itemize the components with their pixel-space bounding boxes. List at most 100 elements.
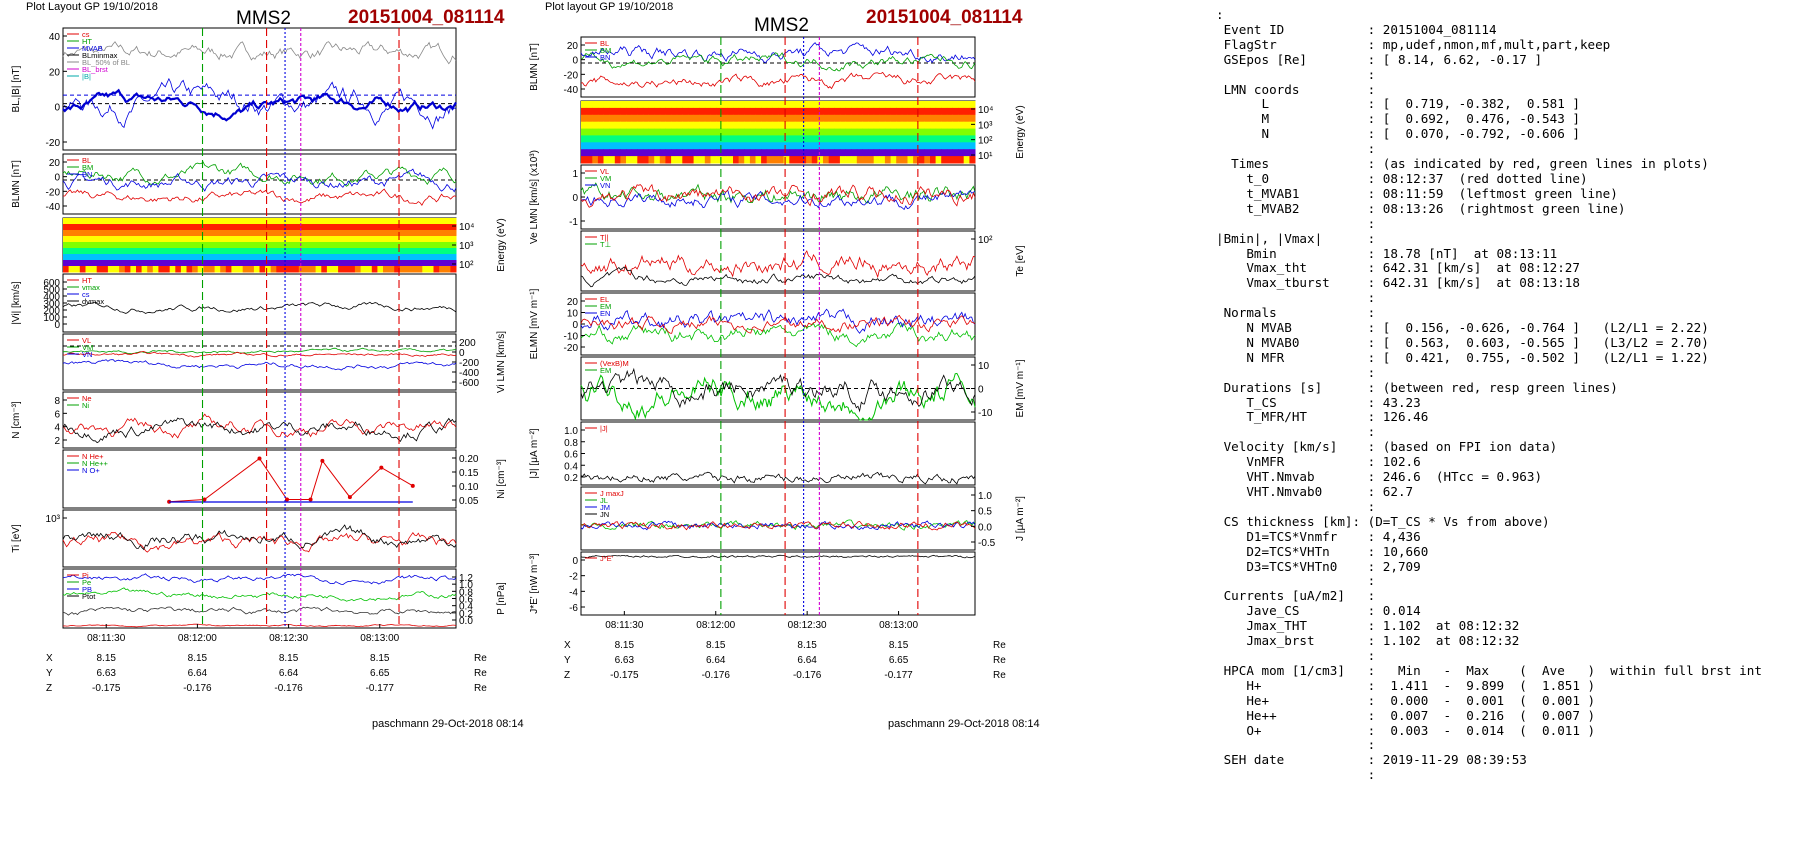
electron-spectrogram-cell	[845, 114, 852, 123]
electron-spectrogram-cell	[952, 121, 959, 130]
ion-spectrogram-cell	[270, 230, 277, 237]
electron-spectrogram-cell	[952, 135, 959, 143]
y-tick-label: 2	[54, 436, 60, 447]
ion-spectrogram-cell	[209, 248, 216, 255]
ion-spectrogram-cell	[203, 236, 210, 243]
electron-spectrogram-cell	[879, 149, 886, 157]
ion-spectrogram-cell	[326, 266, 333, 273]
info-line: :	[1216, 141, 1376, 157]
ion-spectrogram-cell	[326, 260, 333, 267]
ion-spectrogram-cell	[124, 218, 131, 225]
electron-spectrogram-cell	[879, 128, 886, 136]
electron-spectrogram-cell	[969, 149, 976, 157]
electron-spectrogram-cell	[620, 101, 627, 109]
ion-spectrogram-cell	[237, 254, 244, 261]
ion-spectrogram-cell	[349, 254, 356, 261]
electron-spectrogram-cell	[963, 121, 970, 130]
y-tick-label: 0	[572, 556, 578, 567]
ion-spectrogram-cell	[164, 266, 171, 273]
legend-label: VM	[600, 174, 611, 183]
ion-spectrogram-cell	[360, 242, 367, 249]
electron-spectrogram-cell	[952, 101, 959, 109]
ion-spectrogram-cell	[433, 236, 440, 243]
legend-label: MVAB	[82, 44, 103, 53]
y-tick-label-right: 0.05	[459, 496, 479, 507]
electron-spectrogram-cell	[935, 121, 942, 130]
electron-spectrogram-cell	[845, 128, 852, 136]
electron-spectrogram-cell	[890, 135, 897, 143]
info-line: Durations [s] : (between red, resp green…	[1216, 379, 1618, 395]
ion-spectrogram-cell	[147, 254, 154, 261]
electron-spectrogram-cell	[699, 142, 706, 150]
info-line: :	[1216, 7, 1224, 22]
ion-spectrogram-cell	[197, 242, 204, 249]
ion-spectrogram-cell	[68, 218, 75, 225]
electron-spectrogram-cell	[935, 149, 942, 157]
ion-spectrogram-cell	[265, 248, 272, 255]
electron-spectrogram-cell	[930, 142, 937, 150]
electron-spectrogram-cell	[738, 101, 745, 109]
ion-spectrogram-cell	[265, 224, 272, 231]
electron-spectrogram-cell	[749, 121, 756, 130]
y-axis-label-right: EM [mV m⁻¹]	[1015, 359, 1026, 417]
blmn-trace-l	[580, 42, 976, 64]
electron-spectrogram-cell	[856, 142, 863, 150]
legend-label: vmax	[82, 283, 100, 292]
vilmn-trace-m	[62, 347, 456, 355]
ion-spectrogram-cell	[304, 236, 311, 243]
ion-spectrogram-cell	[433, 254, 440, 261]
ion-spectrogram-cell	[248, 266, 255, 273]
ion-spectrogram-cell	[197, 248, 204, 255]
ion-spectrogram-cell	[416, 230, 423, 237]
electron-spectrogram-cell	[721, 121, 728, 130]
electron-spectrogram-cell	[755, 101, 762, 109]
electron-spectrogram-cell	[935, 114, 942, 123]
ion-spectrogram-cell	[293, 242, 300, 249]
electron-spectrogram-cell	[744, 128, 751, 136]
electron-spectrogram-cell	[896, 107, 903, 116]
electron-spectrogram-cell	[597, 128, 604, 136]
electron-spectrogram-cell	[783, 135, 790, 143]
ion-spectrogram-cell	[388, 248, 395, 255]
electron-spectrogram-cell	[907, 114, 914, 123]
ion-spectrogram-cell	[360, 266, 367, 273]
ion-spectrogram-cell	[293, 248, 300, 255]
ion-spectrogram-cell	[265, 266, 272, 273]
legend-label: JM	[600, 503, 610, 512]
y-tick-label: -1	[569, 217, 578, 228]
electron-spectrogram-cell	[794, 114, 801, 123]
electron-spectrogram-cell	[671, 121, 678, 130]
electron-spectrogram-cell	[890, 107, 897, 116]
ion-spectrogram-cell	[248, 260, 255, 267]
electron-spectrogram-cell	[890, 149, 897, 157]
electron-spectrogram-cell	[828, 142, 835, 150]
ion-spectrogram-cell	[175, 254, 182, 261]
ion-spectrogram-cell	[203, 254, 210, 261]
ion-spectrogram-cell	[354, 224, 361, 231]
ion-spectrogram-cell	[253, 254, 260, 261]
ion-spectrogram-cell	[130, 218, 137, 225]
ion-spectrogram-cell	[231, 242, 238, 249]
y-axis-label: |J| [μA m⁻²]	[529, 428, 540, 478]
ion-spectrogram-cell	[79, 242, 86, 249]
ion-spectrogram-cell	[411, 248, 418, 255]
ion-spectrogram-cell	[147, 260, 154, 267]
electron-spectrogram-cell	[581, 156, 588, 164]
electron-spectrogram-cell	[913, 121, 920, 130]
ion-spectrogram-cell	[422, 224, 429, 231]
ion-spectrogram-cell	[231, 254, 238, 261]
electron-spectrogram-cell	[868, 128, 875, 136]
electron-spectrogram-cell	[609, 114, 616, 123]
ion-spectrogram-cell	[203, 248, 210, 255]
orbit-row-label: X	[564, 640, 571, 651]
ion-spectrogram-cell	[63, 230, 70, 237]
ion-spectrogram-cell	[107, 248, 114, 255]
ion-spectrogram-cell	[164, 218, 171, 225]
info-line: CS thickness [km]: (D=T_CS * Vs from abo…	[1216, 513, 1550, 529]
ion-spectrogram-cell	[399, 242, 406, 249]
electron-spectrogram-cell	[811, 101, 818, 109]
orbit-value: -0.176	[274, 683, 303, 694]
orbit-row-label: X	[46, 653, 53, 664]
ion-spectrogram-cell	[175, 230, 182, 237]
